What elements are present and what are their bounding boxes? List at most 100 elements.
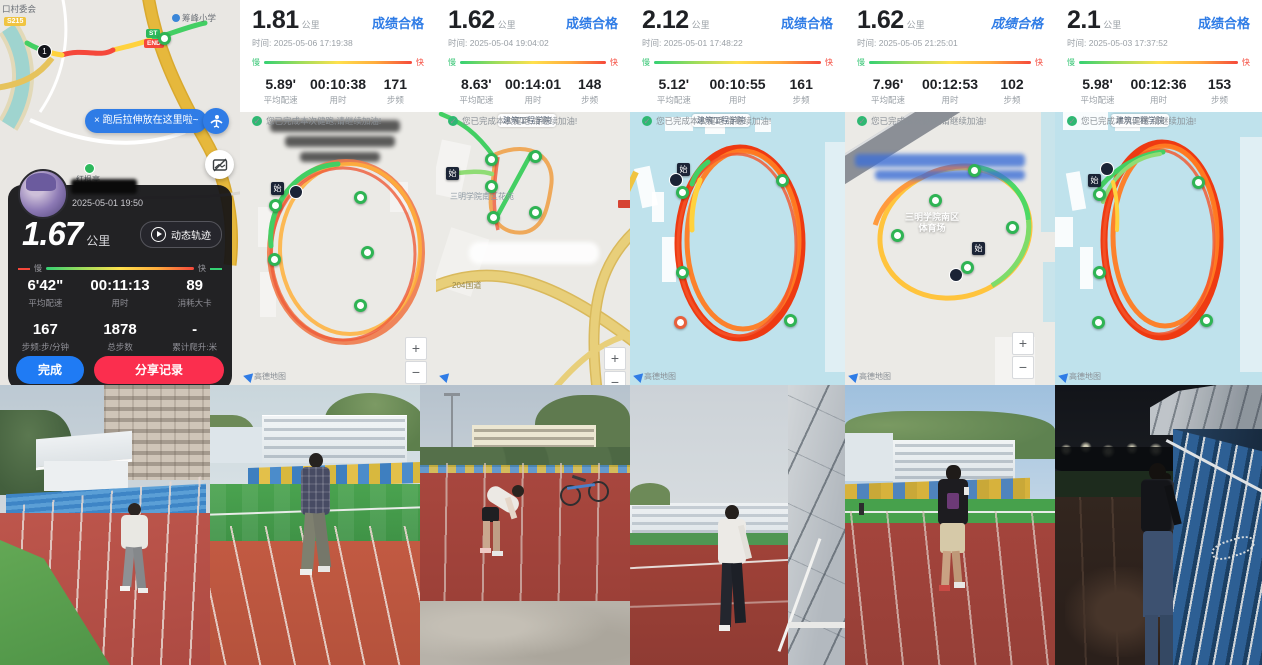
route-point-marker: [1006, 221, 1019, 234]
map-place-label: 建筑工程学院: [692, 114, 750, 127]
panel-run-summary-map: 口村委会 S215 筹峰小学 ST END 1 × 跑后拉伸放在这里啦~ 红枫亭…: [0, 0, 240, 385]
route-point-marker: [961, 261, 974, 274]
track-map[interactable]: 三明学院南区 体育场 始 + − 高德地图: [845, 112, 1055, 385]
slow-label: 慢: [34, 264, 42, 273]
share-record-button[interactable]: 分享记录: [94, 356, 224, 384]
photo-track-turf-field: [210, 385, 420, 665]
distance-unit: 公里: [497, 20, 516, 30]
zoom-out-button[interactable]: −: [405, 361, 427, 384]
running-track: [210, 526, 420, 665]
avatar[interactable]: [18, 169, 68, 219]
school-poi-icon: [172, 14, 180, 22]
stat-duration: 00:10:38 用时: [309, 76, 367, 105]
stat-cadence: 102 步频: [1000, 76, 1024, 105]
route-point-marker: [529, 206, 542, 219]
hill: [630, 483, 670, 505]
zoom-controls: + −: [604, 347, 626, 385]
done-button[interactable]: 完成: [16, 356, 84, 384]
school-poi: 筹峰小学: [172, 12, 216, 24]
result-status: 成绩合格: [565, 16, 618, 31]
route-start-badge: ST: [146, 29, 161, 38]
route-point-marker: [529, 150, 542, 163]
result-status: 成绩合格: [371, 16, 424, 31]
photo-track-wall-corner: [630, 385, 845, 665]
panel-record-2: 1.62 公里 成绩合格 时间: 2025-05-04 19:04:02 慢快 …: [436, 0, 630, 385]
end-marker: [669, 173, 683, 187]
result-status: 成绩合格: [1197, 16, 1250, 31]
replay-track-button[interactable]: 动态轨迹: [140, 220, 222, 248]
pace-gradient-slider: 慢快: [857, 58, 1043, 67]
route-point-marker: [1200, 314, 1213, 327]
stat-duration: 00:14:01 用时: [504, 76, 562, 105]
amap-logo-icon: [241, 370, 254, 383]
buildings: [630, 503, 795, 535]
completion-note: 您已完成本次健跑,请继续加油!: [1067, 115, 1250, 127]
start-badge: 始: [1088, 174, 1101, 187]
run-time: 2025-05-06 17:19:38: [273, 38, 353, 48]
grandstand-structure: [44, 461, 128, 491]
run-date: 2025-05-01 19:50: [72, 198, 144, 208]
record-header: 1.81 公里 成绩合格 时间: 2025-05-06 17:19:38 慢快 …: [240, 0, 436, 126]
blue-grandstand: [1165, 429, 1262, 665]
run-summary-card: 2025-05-01 19:50 1.67 公里 动态轨迹 慢 快 6'42" 平…: [8, 169, 232, 385]
track-map[interactable]: 建筑工程学院 始 高德地图: [630, 112, 845, 385]
stat-pace: 5.98' 平均配速: [1080, 76, 1115, 105]
map-sub-label: 三明学院南区 体育场: [905, 212, 960, 233]
route-track: [630, 117, 845, 372]
field-strip: [630, 533, 795, 546]
stat-cadence: 148 步频: [578, 76, 602, 105]
check-icon: [642, 116, 652, 126]
route-point-marker: [929, 194, 942, 207]
building-left: [210, 427, 262, 463]
zoom-out-button[interactable]: −: [1012, 356, 1034, 379]
map-layer-toggle-button[interactable]: [205, 150, 234, 179]
completion-note: 您已完成本次健跑,请继续加油!: [448, 115, 618, 127]
stat-duration: 00:10:55 用时: [709, 76, 766, 105]
distance-unit: 公里: [906, 20, 925, 30]
distance-value: 1.62: [448, 6, 495, 34]
ground-bar: [788, 622, 845, 628]
stat-cadence: 153 步频: [1207, 76, 1232, 105]
zoom-out-button[interactable]: −: [604, 371, 626, 385]
zoom-in-button[interactable]: +: [604, 347, 626, 370]
stat-pace: 7.96' 平均配速: [870, 76, 905, 105]
distance-unit: 公里: [691, 20, 710, 30]
building: [262, 415, 407, 463]
track-map[interactable]: 建筑工程学院 三明学院南区花苑 204国道 始 + −: [436, 112, 630, 385]
stretch-tip-button[interactable]: × 跑后拉伸放在这里啦~: [85, 109, 208, 133]
stat-climb: - 累计爬升:米: [172, 321, 218, 352]
route-point-marker: [776, 174, 789, 187]
track-map[interactable]: 建筑工程学院 始 高德地图: [1055, 112, 1262, 385]
stretch-exercise-button[interactable]: [203, 108, 229, 134]
stat-duration: 00:12:36 用时: [1130, 76, 1187, 105]
pace-gradient-slider: 慢快: [642, 58, 833, 67]
start-badge: 始: [677, 163, 690, 176]
zoom-in-button[interactable]: +: [405, 337, 427, 360]
amap-logo-icon: [631, 370, 644, 383]
track-map[interactable]: 始 + − 高德地图: [240, 112, 436, 385]
distance-unit: 公里: [301, 20, 320, 30]
panel-record-1: 1.81 公里 成绩合格 时间: 2025-05-06 17:19:38 慢快 …: [240, 0, 436, 385]
route-point-marker: [784, 314, 797, 327]
run-time: 2025-05-01 17:48:22: [663, 38, 743, 48]
route-point-marker: [1093, 266, 1106, 279]
run-time: 2025-05-05 21:25:01: [878, 38, 958, 48]
stat-duration: 00:12:53 用时: [921, 76, 979, 105]
amap-logo-icon: [1056, 370, 1069, 383]
route-point-marker: [354, 191, 367, 204]
amap-logo-icon: [437, 371, 450, 383]
stat-pace: 5.12' 平均配速: [656, 76, 691, 105]
result-status: 成绩合格: [780, 16, 833, 31]
trees: [420, 447, 630, 467]
pace-gradient-slider: 慢 快: [18, 263, 222, 274]
photo-track-dusk: [845, 385, 1055, 665]
route-end-badge: END: [144, 39, 164, 48]
completion-note: 您已完成本次健跑,请继续加油!: [857, 115, 1043, 127]
pavilion-marker: [84, 163, 95, 174]
end-marker: [289, 185, 303, 199]
school-poi-label: 筹峰小学: [182, 13, 217, 23]
zoom-in-button[interactable]: +: [1012, 332, 1034, 355]
route-point-marker: [676, 266, 689, 279]
route-point-marker: [891, 229, 904, 242]
